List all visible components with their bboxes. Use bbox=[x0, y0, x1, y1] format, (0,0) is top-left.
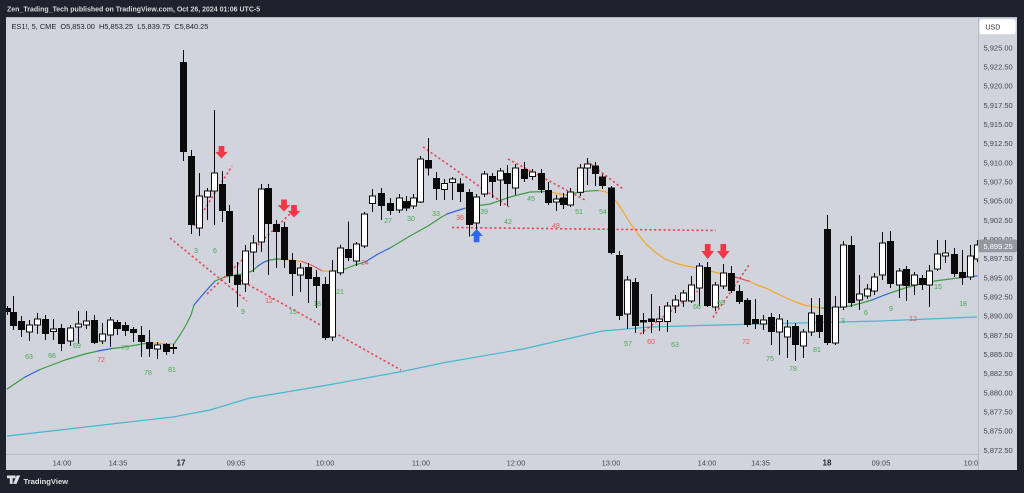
svg-text:60: 60 bbox=[647, 339, 655, 346]
svg-text:12: 12 bbox=[909, 316, 917, 323]
svg-text:09:05: 09:05 bbox=[227, 459, 246, 468]
svg-text:36: 36 bbox=[456, 215, 464, 222]
svg-text:USD: USD bbox=[986, 25, 1001, 32]
svg-text:72: 72 bbox=[742, 339, 750, 346]
svg-text:09:05: 09:05 bbox=[872, 459, 891, 468]
svg-text:5,925.00: 5,925.00 bbox=[984, 43, 1013, 52]
svg-text:15: 15 bbox=[289, 309, 297, 316]
svg-text:81: 81 bbox=[168, 367, 176, 374]
svg-text:13:00: 13:00 bbox=[602, 459, 621, 468]
svg-text:5,899.25: 5,899.25 bbox=[984, 242, 1013, 251]
svg-text:5,922.50: 5,922.50 bbox=[984, 63, 1013, 72]
svg-text:5,895.00: 5,895.00 bbox=[984, 273, 1013, 282]
svg-text:12:00: 12:00 bbox=[507, 459, 526, 468]
svg-text:42: 42 bbox=[504, 219, 512, 226]
svg-text:10:00: 10:00 bbox=[316, 459, 335, 468]
svg-text:69: 69 bbox=[73, 343, 81, 350]
svg-text:5,880.00: 5,880.00 bbox=[984, 388, 1013, 397]
svg-text:17: 17 bbox=[177, 459, 186, 468]
svg-text:6: 6 bbox=[864, 310, 868, 317]
svg-text:3: 3 bbox=[841, 318, 845, 325]
svg-text:5,887.50: 5,887.50 bbox=[984, 331, 1013, 340]
svg-text:30: 30 bbox=[407, 216, 415, 223]
svg-text:81: 81 bbox=[813, 347, 821, 354]
svg-text:54: 54 bbox=[599, 209, 607, 216]
svg-text:14:35: 14:35 bbox=[109, 459, 128, 468]
svg-text:ES1!, 5, CME O5,853.00 H5,85: ES1!, 5, CME O5,853.00 H5,853.25 L5,839.… bbox=[12, 22, 209, 31]
svg-text:66: 66 bbox=[693, 304, 701, 311]
svg-text:75: 75 bbox=[766, 356, 774, 363]
svg-text:14:00: 14:00 bbox=[53, 459, 72, 468]
svg-text:Zen_Trading_Tech published on: Zen_Trading_Tech published on TradingVie… bbox=[7, 7, 260, 14]
svg-text:5,890.00: 5,890.00 bbox=[984, 312, 1013, 321]
svg-text:6: 6 bbox=[213, 248, 217, 255]
svg-text:11:00: 11:00 bbox=[412, 459, 430, 468]
svg-text:5,917.50: 5,917.50 bbox=[984, 101, 1013, 110]
svg-text:57: 57 bbox=[624, 341, 632, 348]
svg-text:5,910.00: 5,910.00 bbox=[984, 158, 1013, 167]
svg-text:10:00: 10:00 bbox=[964, 459, 983, 468]
svg-text:5,892.50: 5,892.50 bbox=[984, 293, 1013, 302]
svg-text:TradingView: TradingView bbox=[24, 477, 69, 486]
svg-text:5,920.00: 5,920.00 bbox=[984, 82, 1013, 91]
svg-text:18: 18 bbox=[823, 459, 832, 468]
svg-text:75: 75 bbox=[121, 345, 129, 352]
svg-text:5,915.00: 5,915.00 bbox=[984, 120, 1013, 129]
svg-text:15: 15 bbox=[934, 284, 942, 291]
svg-text:14:35: 14:35 bbox=[751, 459, 770, 468]
svg-text:69: 69 bbox=[717, 300, 725, 307]
svg-text:9: 9 bbox=[241, 309, 245, 316]
svg-text:5,882.50: 5,882.50 bbox=[984, 369, 1013, 378]
svg-text:45: 45 bbox=[527, 196, 535, 203]
svg-text:5,875.00: 5,875.00 bbox=[984, 427, 1013, 436]
svg-text:5,902.50: 5,902.50 bbox=[984, 216, 1013, 225]
svg-text:72: 72 bbox=[97, 357, 105, 364]
svg-text:14:00: 14:00 bbox=[698, 459, 717, 468]
svg-text:18: 18 bbox=[313, 301, 321, 308]
svg-text:18: 18 bbox=[959, 301, 967, 308]
svg-text:21: 21 bbox=[336, 289, 344, 296]
svg-text:5,877.50: 5,877.50 bbox=[984, 408, 1013, 417]
svg-text:5,885.00: 5,885.00 bbox=[984, 350, 1013, 359]
svg-text:63: 63 bbox=[671, 342, 679, 349]
svg-text:78: 78 bbox=[789, 366, 797, 373]
svg-text:3: 3 bbox=[194, 248, 198, 255]
svg-text:48: 48 bbox=[552, 223, 560, 230]
svg-text:27: 27 bbox=[384, 218, 392, 225]
svg-text:39: 39 bbox=[480, 209, 488, 216]
svg-text:24: 24 bbox=[361, 260, 369, 267]
svg-text:51: 51 bbox=[575, 209, 583, 216]
svg-text:12: 12 bbox=[265, 298, 273, 305]
svg-text:63: 63 bbox=[25, 354, 33, 361]
svg-text:9: 9 bbox=[889, 306, 893, 313]
svg-text:5,905.00: 5,905.00 bbox=[984, 197, 1013, 206]
svg-text:5,897.50: 5,897.50 bbox=[984, 254, 1013, 263]
svg-text:78: 78 bbox=[144, 370, 152, 377]
svg-text:33: 33 bbox=[432, 211, 440, 218]
svg-text:5,907.50: 5,907.50 bbox=[984, 178, 1013, 187]
svg-text:66: 66 bbox=[48, 353, 56, 360]
svg-text:5,872.50: 5,872.50 bbox=[984, 446, 1013, 455]
svg-text:5,912.50: 5,912.50 bbox=[984, 139, 1013, 148]
